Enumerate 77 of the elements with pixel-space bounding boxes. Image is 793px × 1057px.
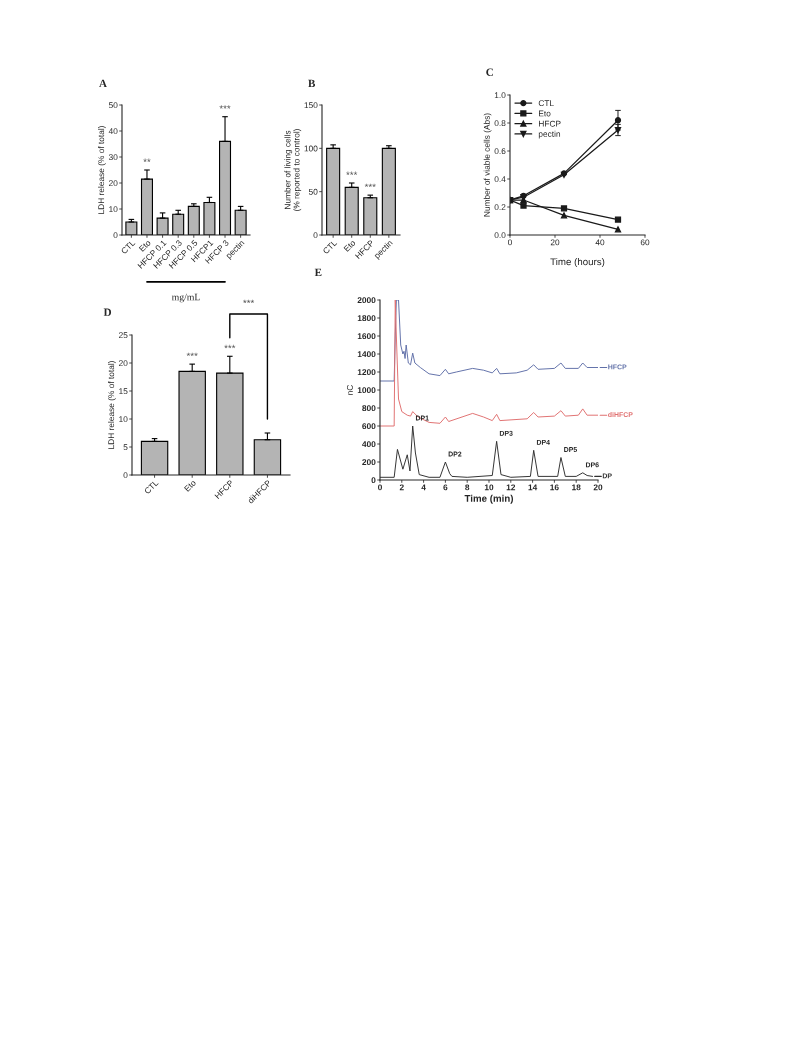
y-axis-title: LDH release (% of total) (108, 361, 116, 449)
x-tick-label: Eto (184, 479, 197, 492)
x-tick-label: CTL (322, 239, 338, 255)
chart-title: B (308, 79, 316, 88)
y-tick-label: 1800 (357, 315, 376, 322)
x-tick-label: 60 (640, 239, 650, 246)
y-tick-label: 50 (308, 188, 318, 195)
y-tick-label: 0.2 (494, 204, 506, 211)
legend-label: Eto (539, 110, 551, 117)
x-tick-label: 2 (399, 484, 404, 491)
y-tick-label: 10 (119, 416, 128, 423)
x-tick-label: Eto (343, 239, 356, 252)
legend-label: CTL (538, 100, 554, 107)
legend-label: pectin (538, 130, 561, 139)
y-tick-label: 600 (362, 423, 376, 430)
y-tick-label: 5 (123, 444, 128, 451)
y-tick-label: 0.4 (494, 176, 506, 183)
chart-title: E (314, 268, 322, 277)
y-tick-label: 0.6 (494, 148, 506, 155)
y-tick-label: 1600 (357, 333, 376, 340)
y-tick-label: 30 (108, 154, 118, 161)
x-tick-label: 4 (421, 484, 426, 491)
chart-title: A (99, 79, 107, 88)
x-tick-label: 20 (550, 239, 560, 246)
annotation: *** (364, 183, 376, 188)
y-tick-label: 1.0 (494, 92, 506, 99)
x-tick-label: CTL (120, 239, 136, 255)
annotation: ** (143, 158, 151, 162)
annotation: *** (224, 344, 236, 349)
y-tick-label: 2000 (357, 297, 376, 304)
y-tick-label: 0.0 (494, 232, 506, 239)
annotation: *** (219, 105, 231, 109)
annotation: *** (186, 352, 198, 357)
y-tick-label: 20 (108, 180, 118, 187)
y-tick-label: 400 (362, 441, 376, 448)
x-tick-label: 0 (508, 239, 512, 246)
y-tick-label: 100 (304, 145, 318, 152)
x-tick-label: 14 (528, 484, 538, 491)
y-tick-label: 0 (313, 232, 318, 239)
y-tick-label: 0 (113, 232, 118, 239)
x-tick-label: 20 (593, 484, 603, 491)
text: *** (243, 299, 255, 304)
y-axis-title: Number of living cells (% reported to control) (284, 129, 302, 211)
y-tick-label: 25 (118, 332, 128, 339)
y-tick-label: 1200 (357, 369, 376, 376)
y-tick-label: 40 (108, 128, 118, 135)
x-axis-title: Time (hours) (550, 258, 605, 268)
x-tick-label: 6 (443, 484, 448, 491)
x-axis-title: Time (min) (464, 494, 514, 504)
y-tick-label: 200 (362, 459, 376, 466)
y-axis-title: nC (346, 384, 353, 395)
x-tick-label: 10 (484, 484, 494, 491)
y-axis-title: LDH release (% of total) (98, 126, 106, 214)
text: mg/mL (171, 293, 200, 303)
y-tick-label: 150 (304, 102, 318, 109)
y-tick-label: 15 (119, 388, 128, 395)
y-axis-title: Number of viable cells (Abs) (483, 113, 492, 217)
y-tick-label: 0.8 (494, 120, 506, 127)
y-tick-label: 1400 (357, 351, 376, 358)
chart-title: C (486, 68, 493, 76)
x-tick-label: 18 (572, 484, 581, 491)
y-tick-label: 1000 (357, 387, 376, 394)
legend-label: HFCP (539, 120, 561, 127)
x-tick-label: 0 (378, 484, 382, 491)
y-tick-label: 20 (118, 360, 128, 367)
y-tick-label: 50 (108, 102, 118, 109)
x-tick-label: 8 (465, 484, 470, 491)
x-tick-label: 16 (550, 484, 559, 491)
y-tick-label: 0 (123, 472, 128, 479)
x-tick-label: Eto (138, 239, 152, 252)
x-tick-label: 12 (506, 484, 516, 491)
chart-title: D (103, 308, 112, 316)
x-tick-label: 40 (595, 239, 605, 246)
annotation: *** (346, 171, 358, 175)
y-tick-label: 10 (109, 206, 118, 213)
x-tick-label: CTL (143, 479, 159, 495)
y-tick-label: 800 (362, 405, 376, 412)
